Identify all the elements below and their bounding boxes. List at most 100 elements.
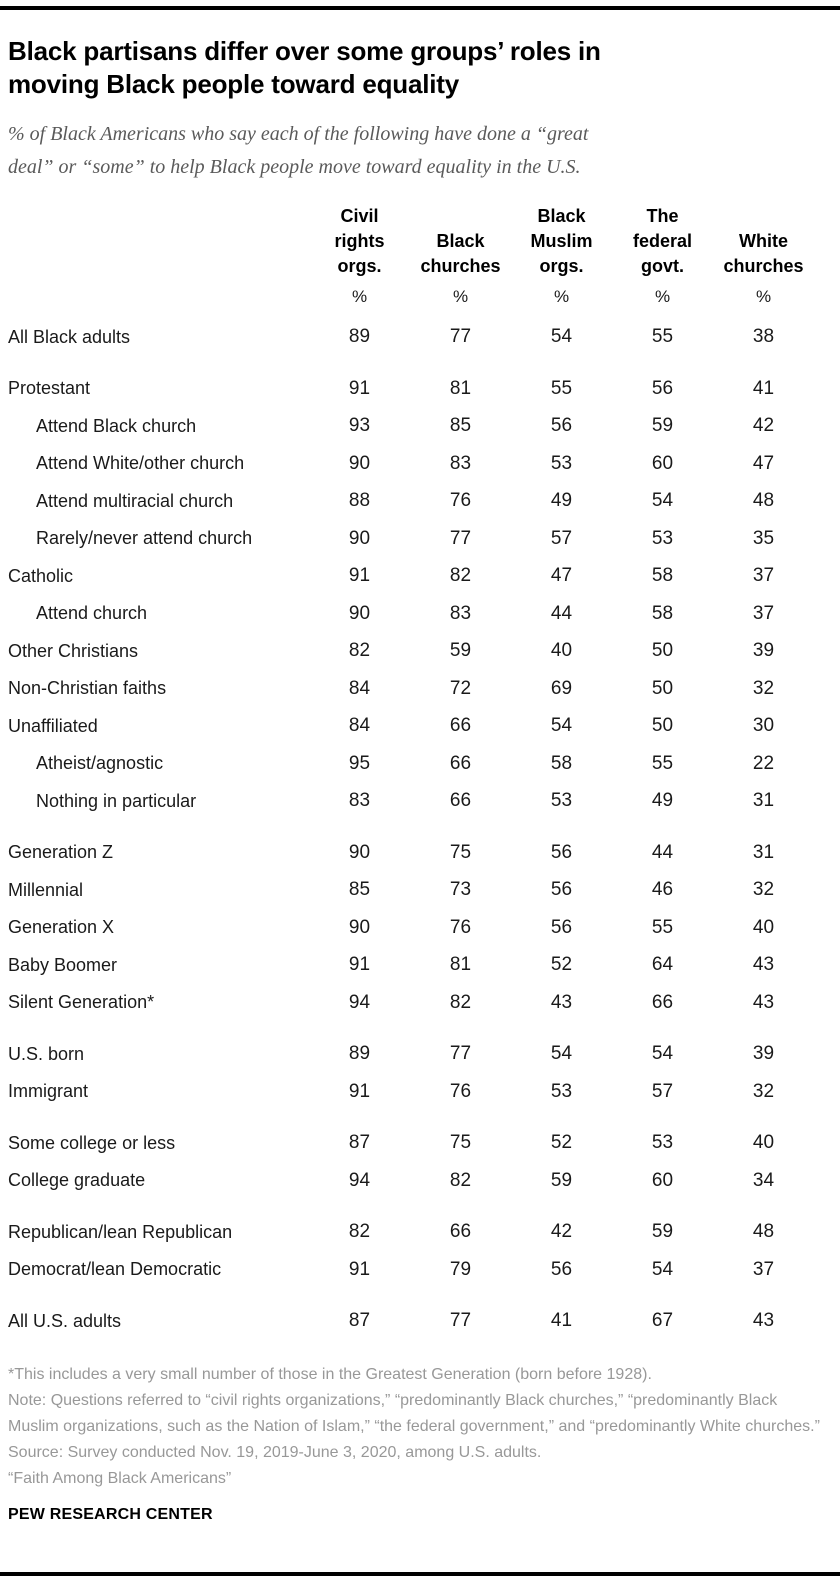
cell-value: 91: [348, 954, 371, 976]
cell-value: 66: [449, 1221, 472, 1243]
table-row: Rarely/never attend church 90 77 57 53 35: [8, 520, 820, 558]
cell-value: 91: [348, 377, 371, 399]
cell-value: 72: [449, 677, 472, 699]
cell-value: 64: [651, 954, 674, 976]
cell-value: 56: [651, 377, 674, 399]
cell-value: 90: [348, 527, 371, 549]
cell-value: 54: [651, 1043, 674, 1065]
row-label: Other Christians: [8, 640, 139, 661]
cell-value: 32: [752, 1080, 775, 1102]
cell-value: 60: [651, 452, 674, 474]
cell-value: 82: [348, 1221, 371, 1243]
cell-value: 39: [752, 640, 775, 662]
cell-value: 90: [348, 602, 371, 624]
cell-value: 54: [550, 326, 573, 348]
table-row: Generation Z 90 75 56 44 31: [8, 834, 820, 872]
cell-value: 54: [550, 715, 573, 737]
cell-value: 40: [752, 1132, 775, 1154]
cell-value: 83: [348, 790, 371, 812]
cell-value: 69: [550, 677, 573, 699]
row-label: Silent Generation*: [8, 992, 155, 1013]
cell-value: 44: [550, 602, 573, 624]
cell-value: 79: [449, 1258, 472, 1280]
cell-value: 47: [752, 452, 775, 474]
cell-value: 46: [651, 879, 674, 901]
cell-value: 75: [449, 1132, 472, 1154]
cell-value: 82: [449, 991, 472, 1013]
cell-value: 43: [752, 1310, 775, 1332]
cell-value: 42: [550, 1221, 573, 1243]
cell-value: 58: [651, 602, 674, 624]
cell-value: 50: [651, 715, 674, 737]
row-label: Unaffiliated: [8, 715, 98, 736]
cell-value: 93: [348, 415, 371, 437]
cell-value: 87: [348, 1132, 371, 1154]
table-row: Attend Black church 93 85 56 59 42: [8, 407, 820, 445]
cell-value: 66: [449, 752, 472, 774]
table-row: All Black adults 89 77 54 55 38: [8, 318, 820, 356]
row-label: Generation Z: [8, 842, 114, 863]
cell-value: 59: [651, 1221, 674, 1243]
cell-value: 91: [348, 565, 371, 587]
row-label: Attend Black church: [36, 415, 197, 436]
table-row: Attend White/other church 90 83 53 60 47: [8, 445, 820, 483]
row-label: Republican/lean Republican: [8, 1221, 233, 1242]
cell-value: 56: [550, 1258, 573, 1280]
footnotes: *This includes a very small number of th…: [8, 1362, 820, 1492]
cell-value: 35: [752, 527, 775, 549]
cell-value: 53: [550, 790, 573, 812]
cell-value: 59: [651, 415, 674, 437]
cell-value: 31: [752, 790, 775, 812]
row-label: All Black adults: [8, 326, 131, 347]
unit-percent: %: [351, 286, 368, 306]
table-row: Catholic 91 82 47 58 37: [8, 557, 820, 595]
cell-value: 50: [651, 677, 674, 699]
cell-value: 90: [348, 841, 371, 863]
table-row: Attend multiracial church 88 76 49 54 48: [8, 482, 820, 520]
unit-percent: %: [553, 286, 570, 306]
cell-value: 53: [651, 527, 674, 549]
cell-value: 76: [449, 490, 472, 512]
cell-value: 94: [348, 991, 371, 1013]
cell-value: 53: [651, 1132, 674, 1154]
report-figure: Black partisans differ over some groups’…: [0, 35, 840, 1524]
row-label: Attend multiracial church: [36, 490, 234, 511]
table-row: Generation X 90 76 56 55 40: [8, 909, 820, 947]
cell-value: 54: [651, 490, 674, 512]
cell-value: 88: [348, 490, 371, 512]
cell-value: 55: [651, 752, 674, 774]
cell-value: 53: [550, 452, 573, 474]
cell-value: 73: [449, 879, 472, 901]
unit-percent: %: [654, 286, 671, 306]
row-label: All U.S. adults: [8, 1310, 122, 1331]
row-label: Attend White/other church: [36, 453, 245, 474]
cell-value: 76: [449, 1080, 472, 1102]
row-label: Atheist/agnostic: [36, 753, 164, 774]
cell-value: 48: [752, 1221, 775, 1243]
cell-value: 91: [348, 1080, 371, 1102]
cell-value: 95: [348, 752, 371, 774]
cell-value: 39: [752, 1043, 775, 1065]
unit-percent: %: [755, 286, 772, 306]
table-body: All Black adults 89 77 54 55 38 Protestant 91 81…: [8, 318, 820, 1340]
cell-value: 56: [550, 415, 573, 437]
row-label: Generation X: [8, 917, 115, 938]
row-label: Some college or less: [8, 1132, 176, 1153]
cell-value: 82: [449, 565, 472, 587]
cell-value: 91: [348, 1258, 371, 1280]
cell-value: 50: [651, 640, 674, 662]
cell-value: 82: [449, 1169, 472, 1191]
cell-value: 41: [752, 377, 775, 399]
row-label: Millennial: [8, 879, 84, 900]
top-rule: [0, 6, 840, 10]
table-row: Unaffiliated 84 66 54 50 30: [8, 707, 820, 745]
cell-value: 55: [651, 326, 674, 348]
cell-value: 56: [550, 879, 573, 901]
table-row: U.S. born 89 77 54 54 39: [8, 1035, 820, 1073]
cell-value: 52: [550, 954, 573, 976]
table-header-row: Civil rights orgs. Black churches Black …: [8, 204, 820, 279]
unit-row: % % % % %: [8, 284, 820, 309]
cell-value: 81: [449, 954, 472, 976]
table-row: Nothing in particular 83 66 53 49 31: [8, 782, 820, 820]
row-label: Immigrant: [8, 1081, 89, 1102]
